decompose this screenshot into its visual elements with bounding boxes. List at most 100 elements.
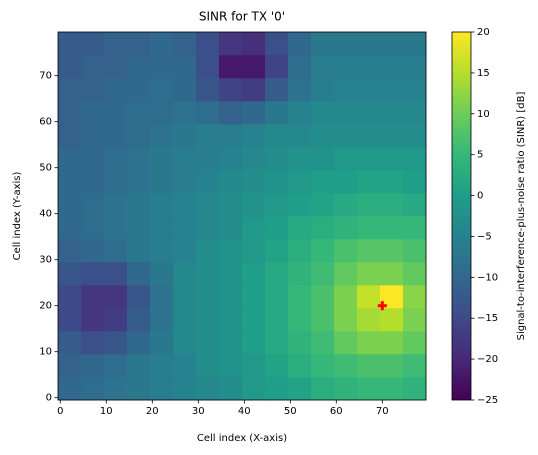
y-tick-label: 50	[39, 163, 52, 174]
heatmap-cell	[265, 216, 289, 240]
heatmap-cell	[334, 147, 358, 171]
heatmap-cell	[265, 147, 289, 171]
heatmap-cell	[173, 32, 197, 56]
colorbar-tick-label: −5	[477, 231, 492, 242]
heatmap-cell	[81, 354, 105, 378]
heatmap-cell	[81, 216, 105, 240]
heatmap-cell	[357, 262, 381, 286]
x-tick-label: 0	[57, 406, 63, 417]
heatmap-cell	[311, 147, 335, 171]
heatmap-cell	[127, 285, 151, 309]
heatmap-cell	[104, 285, 128, 309]
heatmap-cell	[380, 32, 404, 56]
heatmap-cell	[311, 193, 335, 217]
heatmap-cell	[380, 331, 404, 355]
heatmap-cell	[265, 55, 289, 79]
heatmap-cell	[334, 78, 358, 102]
colorbar-tick-label: 0	[477, 191, 483, 202]
heatmap-cell	[242, 285, 266, 309]
heatmap-cell	[380, 124, 404, 148]
heatmap-cell	[58, 308, 82, 332]
heatmap-cell	[334, 101, 358, 125]
heatmap-cell	[127, 147, 151, 171]
heatmap-cell	[334, 331, 358, 355]
heatmap-cell	[196, 101, 220, 125]
heatmap-cell	[265, 377, 289, 401]
heatmap-cell	[127, 377, 151, 401]
heatmap-cell	[403, 78, 427, 102]
heatmap-cell	[311, 78, 335, 102]
heatmap-cell	[58, 216, 82, 240]
heatmap-cell	[403, 170, 427, 194]
heatmap-cell	[150, 193, 174, 217]
heatmap-cell	[104, 101, 128, 125]
heatmap-cell	[357, 55, 381, 79]
heatmap-cell	[403, 32, 427, 56]
heatmap-cell	[150, 285, 174, 309]
heatmap-cell	[403, 216, 427, 240]
heatmap-cell	[219, 147, 243, 171]
heatmap-cell	[334, 193, 358, 217]
heatmap-cell	[104, 239, 128, 263]
heatmap-cell	[58, 262, 82, 286]
heatmap-cell	[150, 124, 174, 148]
heatmap-cell	[380, 354, 404, 378]
heatmap-cell	[127, 78, 151, 102]
heatmap-cell	[104, 377, 128, 401]
heatmap-cell	[219, 78, 243, 102]
heatmap-cell	[173, 147, 197, 171]
heatmap-cell	[104, 262, 128, 286]
heatmap-cell	[357, 377, 381, 401]
heatmap-cell	[403, 331, 427, 355]
heatmap-cell	[219, 331, 243, 355]
heatmap-cell	[150, 170, 174, 194]
heatmap-cell	[311, 377, 335, 401]
heatmap-cell	[150, 331, 174, 355]
heatmap-cell	[173, 331, 197, 355]
heatmap-cell	[127, 216, 151, 240]
heatmap-cell	[81, 55, 105, 79]
heatmap-cell	[334, 124, 358, 148]
heatmap-cell	[173, 78, 197, 102]
heatmap-cell	[173, 193, 197, 217]
heatmap-cell	[196, 170, 220, 194]
y-tick-label: 60	[39, 117, 52, 128]
heatmap-cell	[403, 285, 427, 309]
heatmap-cell	[196, 331, 220, 355]
heatmap-cell	[196, 262, 220, 286]
heatmap-cell	[196, 308, 220, 332]
x-axis-label: Cell index (X-axis)	[197, 433, 287, 444]
heatmap-cell	[265, 262, 289, 286]
heatmap-cell	[357, 170, 381, 194]
heatmap-cell	[334, 170, 358, 194]
y-tick-label: 40	[39, 209, 52, 220]
heatmap-cell	[265, 32, 289, 56]
heatmap-cell	[242, 170, 266, 194]
heatmap-cell	[380, 308, 404, 332]
heatmap-cell	[403, 101, 427, 125]
heatmap-cell	[265, 285, 289, 309]
heatmap-cell	[265, 239, 289, 263]
heatmap-cell	[196, 55, 220, 79]
heatmap-cell	[196, 78, 220, 102]
heatmap-cell	[104, 170, 128, 194]
heatmap-cell	[288, 239, 312, 263]
heatmap-cell	[265, 124, 289, 148]
heatmap-cell	[173, 101, 197, 125]
heatmap-cell	[81, 101, 105, 125]
heatmap-cell	[104, 78, 128, 102]
heatmap-cell	[81, 308, 105, 332]
x-tick-label: 40	[238, 406, 251, 417]
heatmap-cell	[150, 55, 174, 79]
heatmap-cell	[196, 285, 220, 309]
heatmap-cell	[81, 170, 105, 194]
heatmap-cell	[104, 308, 128, 332]
heatmap-cell	[219, 262, 243, 286]
heatmap-cell	[357, 216, 381, 240]
heatmap-cell	[357, 193, 381, 217]
y-tick-label: 10	[39, 347, 52, 358]
heatmap-cell	[58, 32, 82, 56]
heatmap-cell	[288, 55, 312, 79]
heatmap-cell	[81, 147, 105, 171]
heatmap-cell	[150, 308, 174, 332]
